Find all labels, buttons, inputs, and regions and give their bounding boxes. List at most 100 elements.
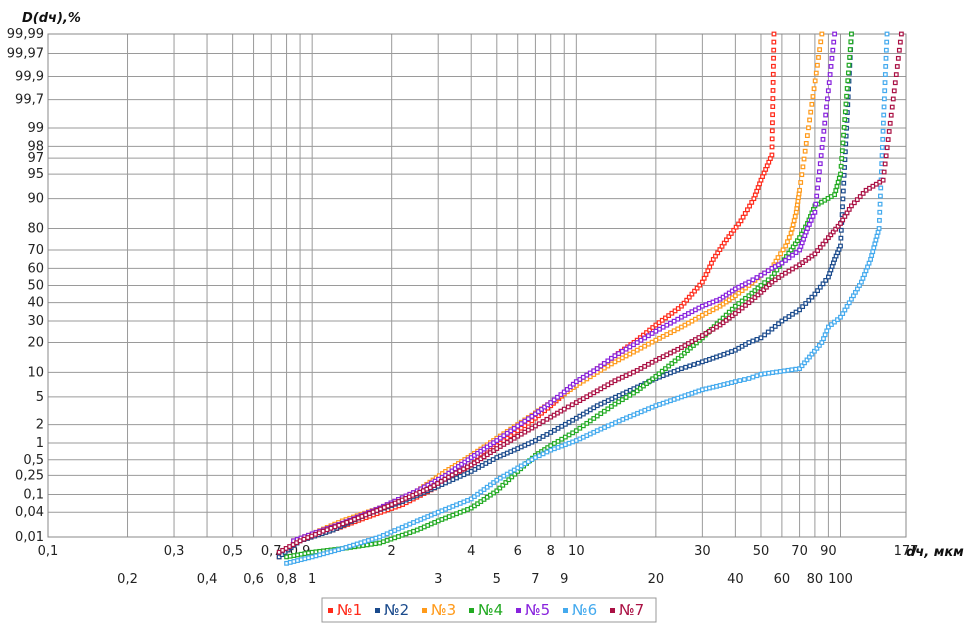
data-point	[874, 233, 880, 239]
data-point	[754, 275, 760, 280]
data-point	[885, 137, 891, 142]
data-point	[328, 549, 334, 555]
legend-item-4[interactable]: №4	[469, 601, 503, 619]
legend-item-3[interactable]: №3	[422, 601, 456, 619]
data-point	[849, 203, 854, 209]
legend-item-7[interactable]: №7	[610, 601, 644, 619]
x-tick-label: 80	[807, 572, 824, 587]
legend[interactable]: №1 №2 №3 №4 №5 №6 №7	[321, 597, 657, 623]
data-point	[608, 355, 614, 361]
data-point	[605, 358, 611, 364]
data-point	[798, 180, 804, 185]
data-point	[731, 227, 737, 233]
data-point	[783, 243, 789, 249]
data-point	[623, 373, 629, 378]
y-tick-label: 1	[36, 436, 44, 451]
data-point	[650, 376, 656, 382]
data-point	[380, 539, 386, 545]
legend-item-1[interactable]: №1	[328, 601, 362, 619]
data-point	[801, 156, 807, 162]
legend-item-6[interactable]: №6	[563, 601, 597, 619]
data-point	[555, 394, 560, 400]
data-point	[457, 468, 463, 474]
data-point	[682, 350, 687, 356]
data-point	[833, 188, 839, 193]
data-point	[392, 528, 398, 533]
y-tick-label: 97	[27, 151, 44, 166]
legend-label: №7	[619, 601, 644, 619]
data-point	[649, 359, 655, 365]
data-point	[835, 179, 841, 185]
data-point	[802, 360, 807, 366]
y-tick-label: 95	[27, 167, 44, 182]
data-point	[739, 298, 745, 304]
data-point	[457, 500, 463, 506]
data-point	[446, 514, 452, 519]
data-point	[870, 249, 876, 255]
data-point	[620, 417, 626, 422]
series-4	[284, 31, 854, 560]
data-point	[818, 39, 824, 45]
x-tick-label: 0,8	[276, 572, 297, 587]
data-point	[812, 251, 818, 257]
data-point	[544, 432, 550, 437]
data-point	[464, 464, 470, 470]
data-point	[880, 177, 886, 183]
data-point	[891, 88, 897, 94]
data-point	[616, 357, 622, 363]
data-point	[340, 521, 346, 527]
data-point	[884, 39, 890, 45]
data-point	[435, 509, 441, 515]
data-point	[366, 511, 372, 516]
data-point	[816, 177, 821, 183]
y-tick-label: 30	[27, 314, 44, 329]
data-point	[746, 279, 752, 285]
data-point	[754, 188, 760, 194]
x-tick-label: 9	[560, 572, 568, 587]
x-tick-label: 0,6	[243, 572, 264, 587]
data-point	[783, 258, 788, 263]
data-point	[612, 401, 618, 407]
data-point	[813, 70, 819, 76]
data-point	[612, 353, 618, 359]
legend-item-5[interactable]: №5	[516, 601, 550, 619]
y-tick-label: 90	[27, 192, 44, 207]
data-point	[666, 363, 672, 369]
data-point	[362, 539, 368, 545]
x-tick-label: 40	[727, 572, 744, 587]
data-point	[529, 413, 535, 419]
data-point	[765, 329, 771, 335]
data-point	[830, 229, 836, 235]
data-point	[374, 508, 380, 513]
data-point	[638, 366, 644, 371]
data-point	[743, 302, 748, 308]
data-point	[871, 245, 877, 251]
legend-item-2[interactable]: №2	[375, 601, 409, 619]
data-point	[770, 104, 776, 110]
data-point	[653, 373, 659, 379]
data-point	[766, 370, 772, 376]
data-point	[839, 156, 845, 161]
x-tick-label: 8	[547, 544, 555, 559]
series-5	[291, 31, 838, 544]
data-point	[726, 309, 732, 315]
data-point	[461, 472, 467, 478]
data-point	[316, 530, 322, 536]
data-point	[729, 380, 734, 385]
data-point	[536, 436, 542, 441]
data-point	[725, 381, 731, 386]
data-point	[309, 549, 315, 555]
data-point	[642, 407, 648, 413]
data-point	[623, 395, 629, 400]
data-point	[779, 260, 785, 266]
data-point	[846, 62, 852, 68]
data-point	[821, 336, 826, 342]
legend-swatch	[610, 608, 615, 613]
data-point	[772, 271, 777, 276]
data-point	[881, 104, 887, 110]
data-point	[385, 503, 391, 509]
data-point	[407, 521, 413, 527]
data-point	[313, 553, 319, 559]
legend-swatch	[469, 608, 474, 613]
